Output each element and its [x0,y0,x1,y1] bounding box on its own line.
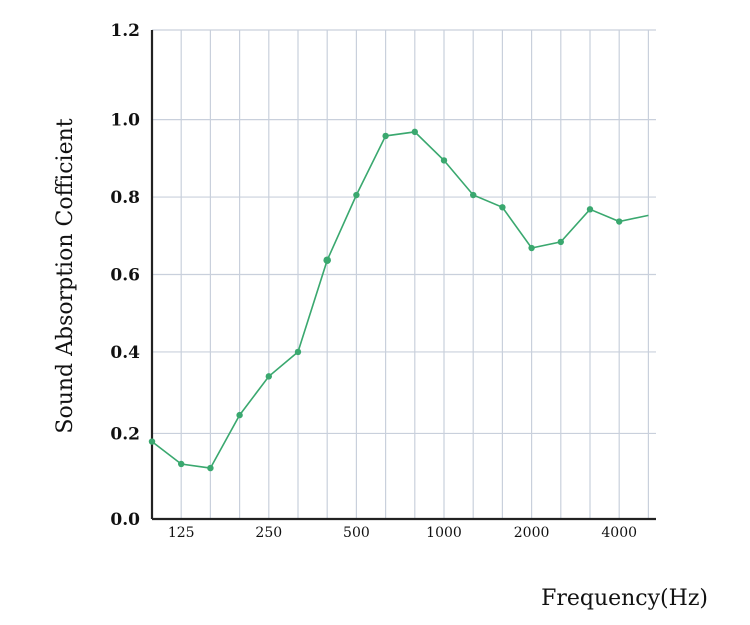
data-point [178,460,185,468]
vertical-gridlines [180,30,650,519]
series-polyline [151,131,649,469]
data-point [236,411,243,419]
x-tick-label: 125 [168,525,195,541]
data-point [557,238,564,246]
data-point [382,132,389,140]
data-point [616,218,623,225]
data-point [499,204,506,211]
x-tick-label: 500 [343,525,370,541]
y-tick-label: 0.6 [110,266,140,286]
data-point [294,348,302,356]
y-axis-title: Sound Absorption Cofficient [53,118,78,433]
x-tick-label: 250 [255,525,282,541]
axes [150,30,656,521]
y-tick-label: 0.2 [110,424,140,444]
y-tick-label: 1.0 [110,111,140,131]
data-point [353,191,360,199]
x-axis-title: Frequency(Hz) [541,586,708,611]
y-tick-label: 0.4 [110,343,140,363]
y-tick-labels: 0.0 0.2 0.4 0.6 0.8 1.0 1.2 [110,21,140,530]
data-point [440,157,448,164]
data-point [207,464,214,472]
x-tick-labels: 125 250 500 1000 2000 4000 [168,525,637,541]
x-tick-label: 2000 [514,525,550,541]
x-tick-label: 4000 [601,525,637,541]
data-point [148,438,156,445]
y-tick-label: 0.8 [110,188,140,208]
x-tick-label: 1000 [426,525,462,541]
y-tick-label: 0.0 [110,510,140,530]
data-point [586,206,594,213]
horizontal-gridlines [152,29,656,435]
data-point [265,373,272,380]
y-tick-label: 1.2 [110,21,140,41]
data-point [411,128,418,136]
data-point [323,256,332,265]
data-point [528,244,535,252]
series-line [151,131,649,469]
data-points [148,128,623,472]
data-point [470,191,477,199]
